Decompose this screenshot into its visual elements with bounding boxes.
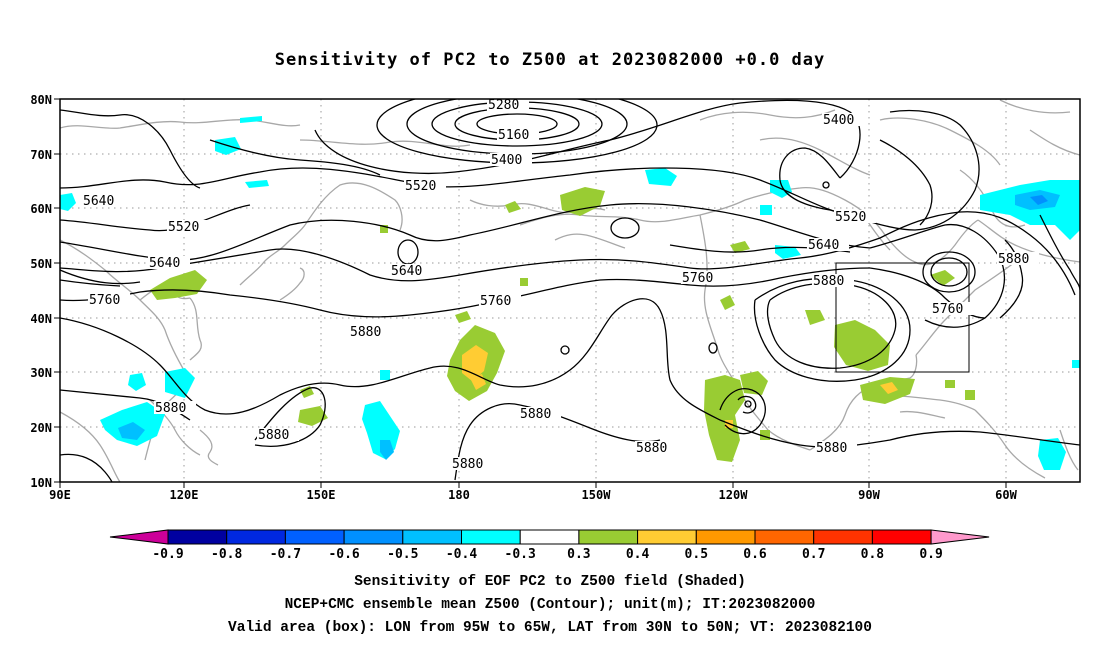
- contour-label: 5640: [83, 194, 114, 209]
- valid-area-box: [835, 262, 970, 373]
- colorbar-label: -0.6: [328, 547, 359, 562]
- colorbar-label: -0.8: [211, 547, 242, 562]
- contour-label: 5640: [808, 238, 839, 253]
- contour-label: 5880: [155, 401, 186, 416]
- colorbar-swatch: [578, 529, 639, 545]
- colorbar-label: 0.5: [685, 547, 708, 562]
- contour-label: 5520: [835, 210, 866, 225]
- colorbar-label: 0.4: [626, 547, 650, 562]
- contour-labels: 5280 5160 5400 5400 5640 5520 5520 5640 …: [82, 98, 1039, 472]
- colorbar-swatch: [343, 529, 404, 545]
- contour-label: 5880: [520, 407, 551, 422]
- colorbar-swatch: [754, 529, 815, 545]
- z500-contours: [60, 99, 1080, 482]
- lon-label: 120W: [719, 488, 749, 502]
- colorbar-label: -0.7: [270, 547, 301, 562]
- contour-label: 5400: [823, 113, 854, 128]
- graticule: [60, 99, 1080, 482]
- contour-label: 5640: [391, 264, 422, 279]
- contour-label: 5880: [816, 441, 847, 456]
- lon-axis-labels: 90E 120E 150E 180 150W 120W 90W 60W: [49, 488, 1017, 502]
- lon-label: 150W: [582, 488, 612, 502]
- contour-label: 5640: [149, 256, 180, 271]
- colorbar-label: 0.9: [919, 547, 942, 562]
- contour-label: 5880: [813, 274, 844, 289]
- colorbar-swatch: [813, 529, 873, 545]
- colorbar-high-arrow: [930, 529, 990, 545]
- contour-label: 5880: [452, 457, 483, 472]
- contour-label: 5400: [491, 153, 522, 168]
- contour-label: 5760: [89, 293, 120, 308]
- plot-area: 5280 5160 5400 5400 5640 5520 5520 5640 …: [60, 98, 1080, 482]
- lon-label: 90E: [49, 488, 71, 502]
- caption-line-1: Sensitivity of EOF PC2 to Z500 field (Sh…: [354, 574, 746, 590]
- axis-ticks: [54, 98, 1007, 488]
- colorbar-label: 0.3: [567, 547, 590, 562]
- lon-label: 180: [448, 488, 470, 502]
- lat-label: 80N: [30, 93, 52, 107]
- colorbar-label: 0.6: [743, 547, 767, 562]
- lat-label: 60N: [30, 202, 52, 216]
- lat-label: 70N: [30, 148, 52, 162]
- contour-label: 5880: [636, 441, 667, 456]
- lat-label: 10N: [30, 476, 52, 490]
- colorbar-label: -0.9: [152, 547, 183, 562]
- contour-label: 5520: [405, 179, 436, 194]
- lat-label: 50N: [30, 257, 52, 271]
- colorbar-label: 0.8: [861, 547, 885, 562]
- contour-label: 5880: [350, 325, 381, 340]
- colorbar-swatch: [519, 529, 580, 545]
- lon-label: 150E: [307, 488, 336, 502]
- map-title: Sensitivity of PC2 to Z500 at 2023082000…: [274, 50, 826, 70]
- lon-label: 60W: [995, 488, 1017, 502]
- lon-label: 120E: [170, 488, 199, 502]
- caption-line-2: NCEP+CMC ensemble mean Z500 (Contour); u…: [284, 597, 816, 613]
- colorbar-label: -0.5: [387, 547, 418, 562]
- coastlines: [60, 99, 1080, 482]
- plot-frame: [59, 98, 1081, 483]
- contour-label: 5160: [498, 128, 529, 143]
- contour-label: 5280: [488, 98, 519, 113]
- colorbar-label: -0.3: [505, 547, 536, 562]
- contour-label: 5880: [998, 252, 1029, 267]
- colorbar-swatch: [402, 529, 462, 545]
- colorbar-swatch: [637, 529, 697, 545]
- contour-label: 5760: [682, 271, 713, 286]
- lat-axis-labels: 80N 70N 60N 50N 40N 30N 20N 10N: [30, 93, 52, 490]
- colorbar-swatch: [226, 529, 286, 545]
- contour-label: 5520: [168, 220, 199, 235]
- colorbar-low-arrow: [109, 529, 169, 545]
- colorbar-swatch: [284, 529, 345, 545]
- contour-label: 5880: [258, 428, 289, 443]
- lon-label: 90W: [858, 488, 880, 502]
- colorbar-swatch: [695, 529, 756, 545]
- colorbar-swatch: [871, 529, 932, 545]
- colorbar-swatch: [167, 529, 228, 545]
- colorbar: -0.9 -0.8 -0.7 -0.6 -0.5 -0.4 -0.3 0.3 0.4 0.5 0.6…: [109, 529, 990, 562]
- colorbar-label: -0.4: [446, 547, 477, 562]
- caption-line-3: Valid area (box): LON from 95W to 65W, L…: [228, 620, 872, 636]
- colorbar-label: 0.7: [802, 547, 825, 562]
- lat-label: 30N: [30, 366, 52, 380]
- colorbar-swatch: [461, 529, 521, 545]
- contour-label: 5760: [932, 302, 963, 317]
- lat-label: 20N: [30, 421, 52, 435]
- sensitivity-shading: [60, 116, 1080, 470]
- lat-label: 40N: [30, 312, 52, 326]
- contour-label: 5760: [480, 294, 511, 309]
